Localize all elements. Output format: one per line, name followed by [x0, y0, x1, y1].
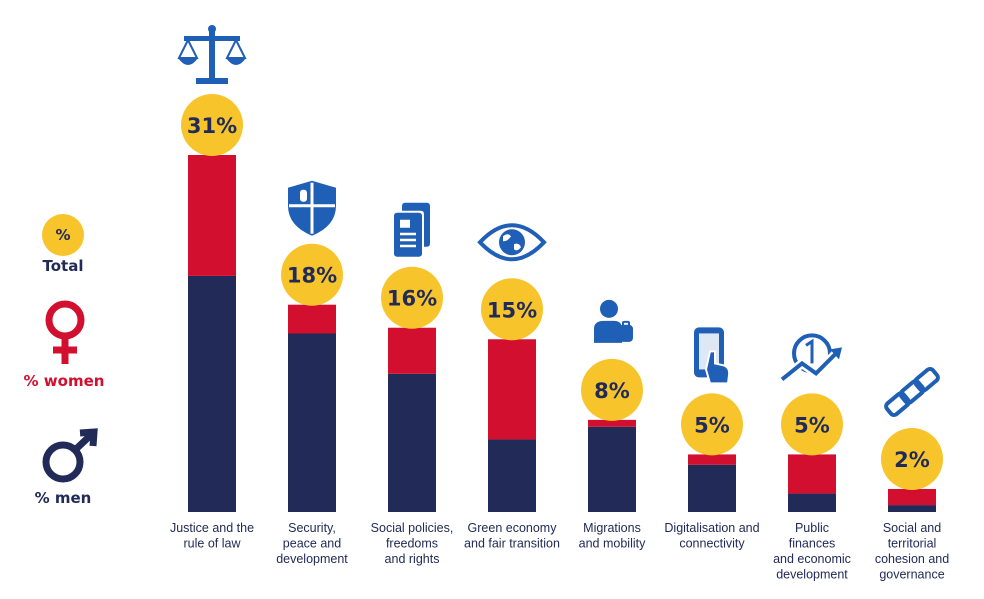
bar-segment-women	[588, 419, 636, 427]
legend-men-label: % men	[35, 489, 92, 507]
total-label: 18%	[287, 264, 337, 288]
coin-growth-icon	[779, 333, 842, 383]
scales-of-justice-icon	[177, 25, 247, 84]
category-label: Public finances and economic development	[773, 521, 851, 582]
bar-segment-men	[688, 464, 736, 512]
total-circle	[281, 243, 343, 306]
bar-group: 5% Public finances and economic development	[773, 333, 851, 582]
smartphone-touch-icon	[694, 327, 731, 385]
bar-segment-women	[688, 454, 736, 465]
legend-women-label: % women	[24, 372, 105, 390]
legend-total-symbol: %	[55, 226, 70, 244]
category-label: Digitalisation and connectivity	[664, 521, 759, 551]
total-circle	[181, 94, 243, 156]
bar-group: 2% Social and territorial cohesion and gover…	[875, 366, 949, 582]
total-circle	[681, 393, 743, 456]
legend-total-label: Total	[43, 257, 84, 275]
male-symbol-icon	[42, 428, 98, 483]
total-circle	[381, 266, 443, 329]
people-icon	[594, 299, 633, 343]
documents-icon	[392, 202, 430, 259]
female-symbol-icon	[45, 300, 85, 364]
bar-group: 15% Green economy and fair transition	[464, 223, 560, 551]
total-label: 2%	[894, 448, 930, 472]
bar-segment-men	[788, 493, 836, 512]
total-circle	[781, 393, 843, 456]
bar-segment-women	[188, 155, 236, 276]
bar-segment-men	[488, 439, 536, 512]
chain-link-icon	[884, 366, 940, 417]
total-circle	[581, 358, 643, 421]
total-label: 31%	[187, 114, 237, 138]
bar-group: 8% Migrations and mobility	[579, 299, 646, 551]
bar-segment-men	[588, 426, 636, 512]
plot-area: 31% Justice and the rule of law 18% Security…	[170, 25, 949, 582]
bar-segment-women	[488, 339, 536, 440]
bar-group: 5% Digitalisation and connectivity	[664, 327, 760, 551]
bar-group: 31% Justice and the rule of law	[170, 25, 254, 551]
category-label: Security, peace and development	[276, 521, 348, 566]
bar-segment-women	[388, 327, 436, 374]
category-label: Justice and the rule of law	[170, 521, 254, 551]
category-label: Green economy and fair transition	[464, 521, 560, 551]
bar-group: 16% Social policies, freedoms and rights	[371, 202, 454, 566]
legend-total-circle	[42, 214, 84, 256]
total-label: 15%	[487, 298, 537, 322]
category-label: Social and territorial cohesion and governa…	[875, 521, 949, 582]
category-label: Social policies, freedoms and rights	[371, 521, 454, 566]
total-label: 5%	[794, 413, 830, 437]
total-label: 8%	[594, 379, 630, 403]
bar-segment-men	[288, 333, 336, 512]
bar-group: 18% Security, peace and development	[276, 180, 348, 566]
total-label: 5%	[694, 413, 730, 437]
total-label: 16%	[387, 287, 437, 311]
legend: % Total % women % men	[24, 214, 105, 507]
shield-icon	[288, 180, 336, 236]
category-label: Migrations and mobility	[579, 521, 646, 551]
bar-segment-women	[788, 454, 836, 494]
bar-segment-women	[288, 304, 336, 334]
total-circle	[481, 278, 543, 341]
bar-segment-men	[888, 505, 936, 512]
total-circle	[881, 427, 943, 490]
bar-segment-men	[188, 275, 236, 512]
bar-segment-men	[388, 373, 436, 512]
bar-segment-women	[888, 488, 936, 506]
eye-globe-icon	[477, 223, 547, 262]
